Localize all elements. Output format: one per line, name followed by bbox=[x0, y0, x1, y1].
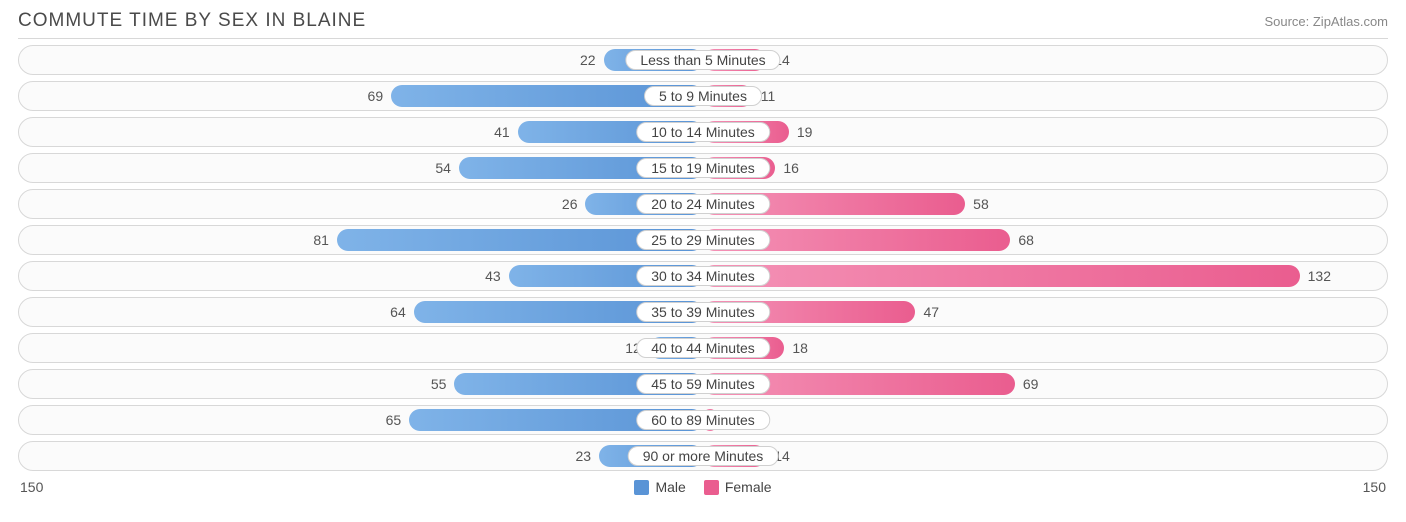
male-value-label: 22 bbox=[580, 49, 596, 71]
male-value-label: 23 bbox=[575, 445, 591, 467]
chart-area: 2214Less than 5 Minutes 69 115 to 9 Minute… bbox=[18, 38, 1388, 471]
chart-row: 41 19 10 to 14 Minutes bbox=[18, 117, 1388, 147]
chart-row: 69 115 to 9 Minutes bbox=[18, 81, 1388, 111]
category-pill: 90 or more Minutes bbox=[628, 446, 779, 466]
female-value-label: 132 bbox=[1308, 265, 1331, 287]
chart-row: 121840 to 44 Minutes bbox=[18, 333, 1388, 363]
category-pill: 45 to 59 Minutes bbox=[636, 374, 770, 394]
category-pill: 30 to 34 Minutes bbox=[636, 266, 770, 286]
chart-row: 2214Less than 5 Minutes bbox=[18, 45, 1388, 75]
legend-label: Female bbox=[725, 479, 772, 495]
male-value-label: 41 bbox=[494, 121, 510, 143]
category-pill: 15 to 19 Minutes bbox=[636, 158, 770, 178]
legend-swatch bbox=[704, 480, 719, 495]
category-pill: 20 to 24 Minutes bbox=[636, 194, 770, 214]
male-value-label: 65 bbox=[386, 409, 402, 431]
legend: Male Female bbox=[634, 479, 771, 495]
female-value-label: 18 bbox=[792, 337, 808, 359]
chart-footer: 150 Male Female 150 bbox=[18, 477, 1388, 495]
female-bar bbox=[703, 265, 1300, 287]
female-value-label: 69 bbox=[1023, 373, 1039, 395]
chart-row: 64 47 35 to 39 Minutes bbox=[18, 297, 1388, 327]
axis-max-right: 150 bbox=[1363, 479, 1386, 495]
category-pill: 25 to 29 Minutes bbox=[636, 230, 770, 250]
legend-label: Male bbox=[655, 479, 685, 495]
chart-row: 55 69 45 to 59 Minutes bbox=[18, 369, 1388, 399]
chart-header: COMMUTE TIME BY SEX IN BLAINE Source: Zi… bbox=[18, 10, 1388, 32]
legend-item: Female bbox=[704, 479, 772, 495]
category-pill: 10 to 14 Minutes bbox=[636, 122, 770, 142]
male-value-label: 55 bbox=[431, 373, 447, 395]
male-value-label: 26 bbox=[562, 193, 578, 215]
chart-row: 54 16 15 to 19 Minutes bbox=[18, 153, 1388, 183]
female-value-label: 11 bbox=[761, 85, 776, 107]
chart-row: 231490 or more Minutes bbox=[18, 441, 1388, 471]
chart-title: COMMUTE TIME BY SEX IN BLAINE bbox=[18, 10, 366, 32]
male-value-label: 64 bbox=[390, 301, 406, 323]
male-value-label: 81 bbox=[313, 229, 329, 251]
category-pill: 60 to 89 Minutes bbox=[636, 410, 770, 430]
legend-swatch bbox=[634, 480, 649, 495]
category-pill: 40 to 44 Minutes bbox=[636, 338, 770, 358]
legend-item: Male bbox=[634, 479, 685, 495]
axis-max-left: 150 bbox=[20, 479, 43, 495]
chart-row: 81 68 25 to 29 Minutes bbox=[18, 225, 1388, 255]
chart-row: 65360 to 89 Minutes bbox=[18, 405, 1388, 435]
female-value-label: 68 bbox=[1018, 229, 1034, 251]
chart-row: 43 132 30 to 34 Minutes bbox=[18, 261, 1388, 291]
category-pill: 35 to 39 Minutes bbox=[636, 302, 770, 322]
chart-source: Source: ZipAtlas.com bbox=[1264, 14, 1388, 29]
male-value-label: 54 bbox=[435, 157, 451, 179]
female-value-label: 16 bbox=[783, 157, 799, 179]
chart-row: 26 58 20 to 24 Minutes bbox=[18, 189, 1388, 219]
female-value-label: 19 bbox=[797, 121, 813, 143]
category-pill: 5 to 9 Minutes bbox=[644, 86, 762, 106]
male-value-label: 69 bbox=[368, 85, 384, 107]
category-pill: Less than 5 Minutes bbox=[625, 50, 780, 70]
male-value-label: 43 bbox=[485, 265, 501, 287]
female-value-label: 47 bbox=[923, 301, 939, 323]
female-value-label: 58 bbox=[973, 193, 989, 215]
